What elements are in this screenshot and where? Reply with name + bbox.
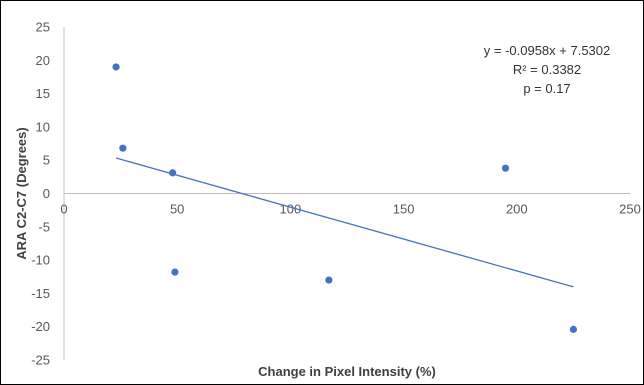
data-point <box>501 164 510 172</box>
y-axis-title: ARA C2-C7 (Degrees) <box>14 127 29 259</box>
x-tick-label: 0 <box>60 202 67 217</box>
y-tick-label: -10 <box>31 253 50 268</box>
r-squared-label: R² = 0.3382 <box>513 62 581 77</box>
data-point <box>569 325 578 333</box>
data-point <box>325 276 333 284</box>
data-point <box>112 63 120 71</box>
x-tick-label: 250 <box>619 202 641 217</box>
y-tick-label: 10 <box>36 119 50 134</box>
y-tick-label: -20 <box>31 319 50 334</box>
trendline-equation: y = -0.0958x + 7.5302 <box>484 43 610 58</box>
x-tick-label: 200 <box>506 202 528 217</box>
y-tick-label: -25 <box>31 353 50 368</box>
x-tick-labels: 0 50 100 150 200 250 <box>60 202 640 217</box>
y-tick-label: 5 <box>43 153 50 168</box>
y-tick-labels: -25 -20 -15 -10 -5 0 5 10 15 20 25 <box>31 20 50 368</box>
x-axis-title: Change in Pixel Intensity (%) <box>258 364 436 379</box>
data-point <box>169 169 177 177</box>
trendline <box>115 157 574 288</box>
p-value-label: p = 0.17 <box>523 81 570 96</box>
data-point <box>119 144 127 152</box>
data-points <box>112 63 578 333</box>
y-tick-label: -15 <box>31 286 50 301</box>
y-tick-label: 20 <box>36 53 50 68</box>
x-tick-label: 50 <box>170 202 184 217</box>
y-tick-label: 0 <box>43 186 50 201</box>
y-tick-label: 15 <box>36 86 50 101</box>
y-tick-label: 25 <box>36 20 50 35</box>
x-tick-label: 150 <box>393 202 415 217</box>
y-tick-label: -5 <box>38 219 50 234</box>
data-point <box>171 268 179 276</box>
